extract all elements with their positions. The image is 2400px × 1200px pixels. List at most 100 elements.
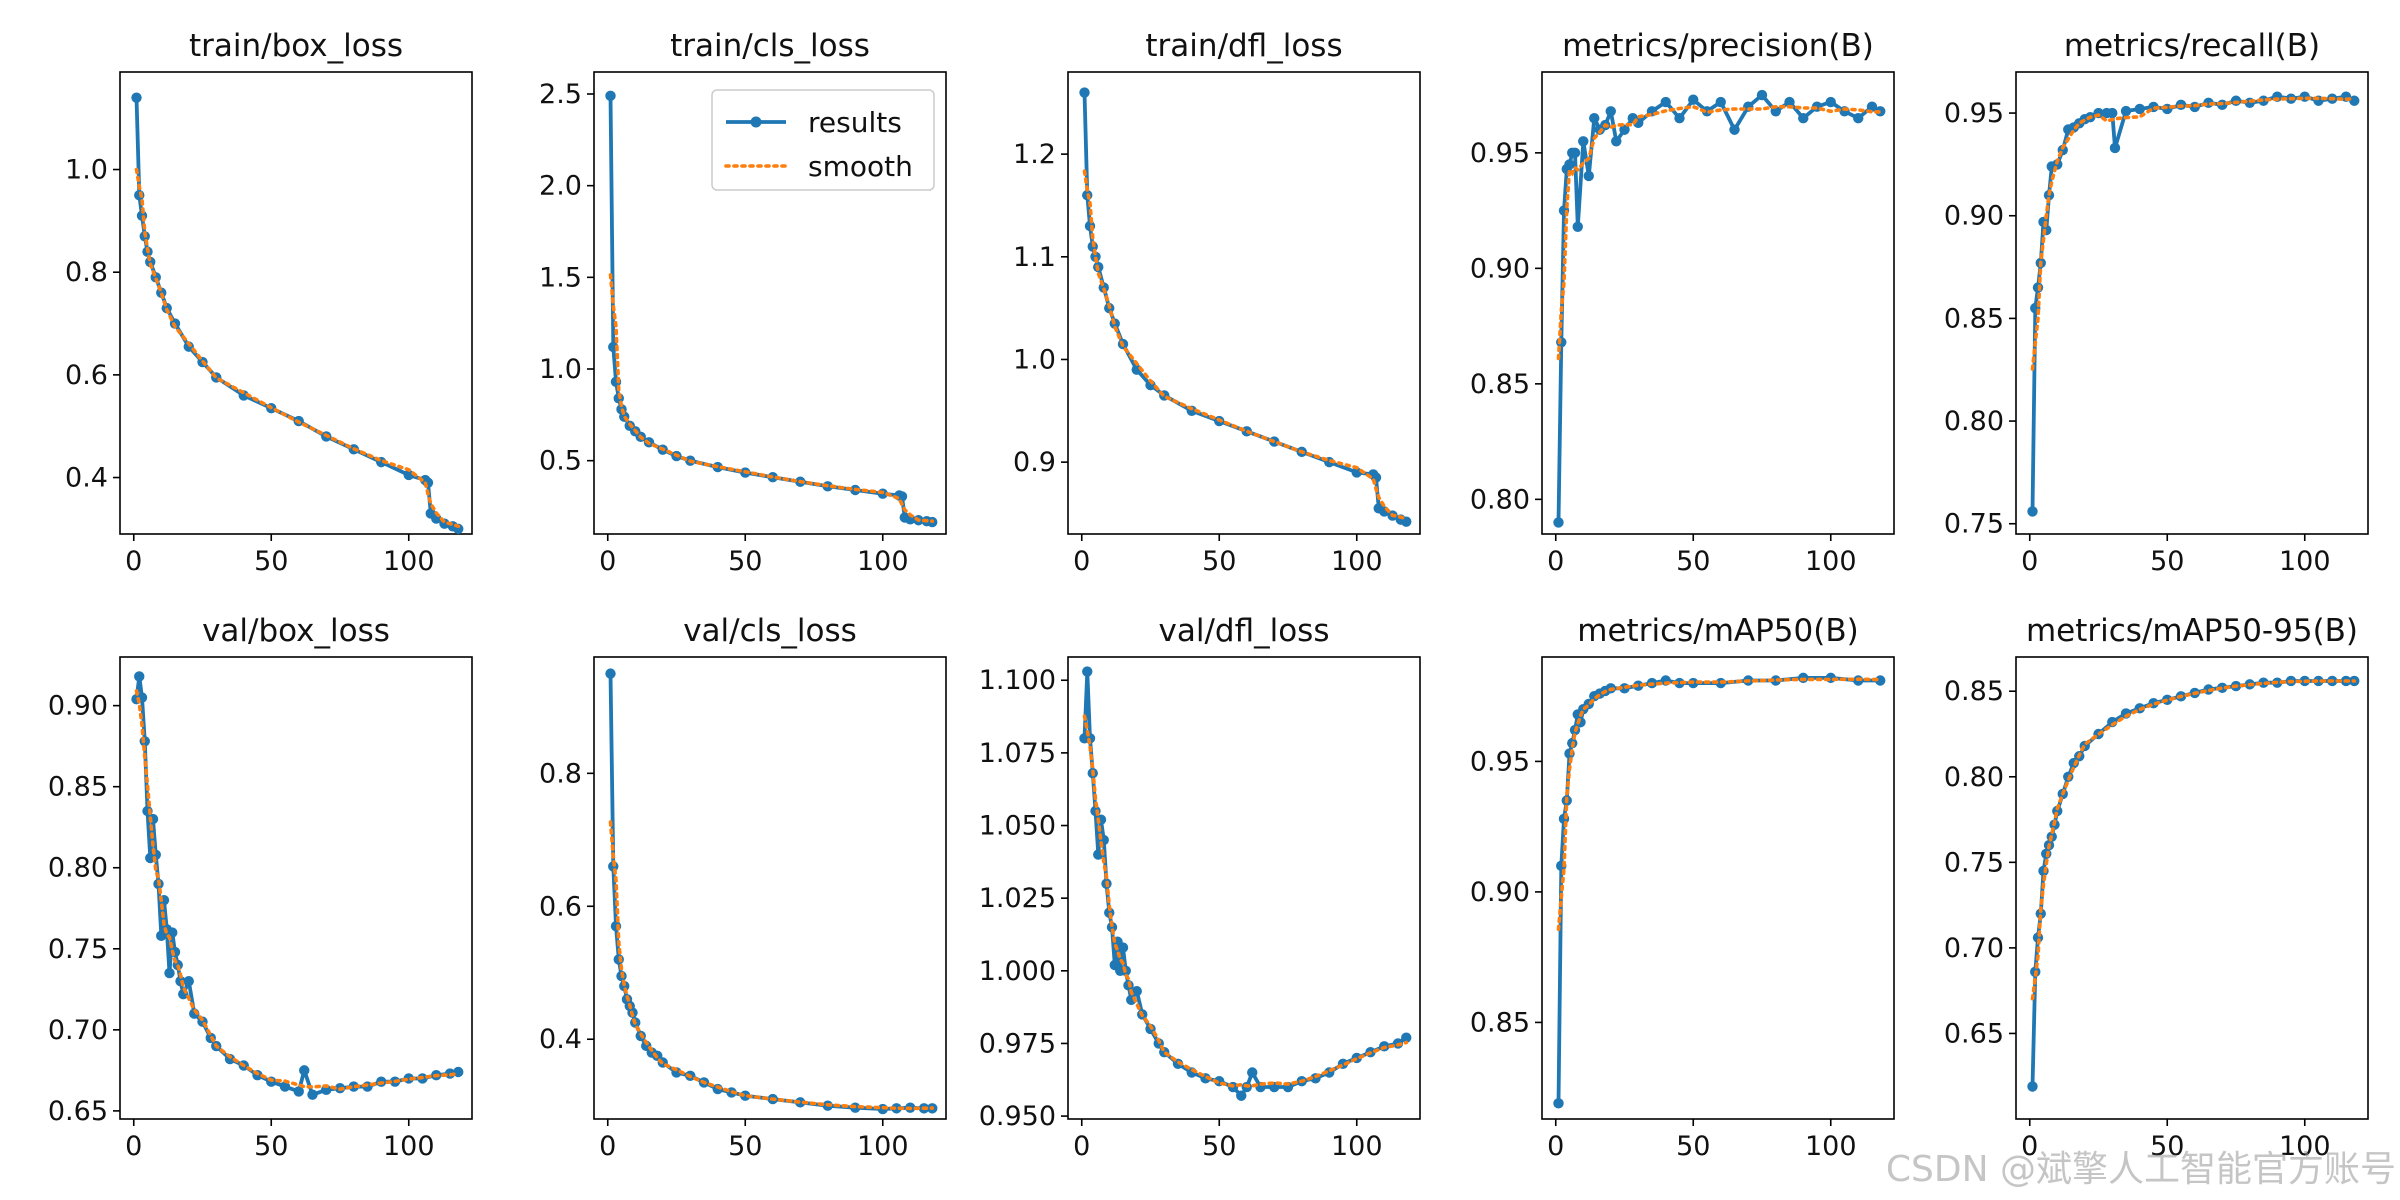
chart-title: train/box_loss xyxy=(189,28,403,64)
results-point xyxy=(2109,142,2121,154)
results-point xyxy=(348,1081,359,1092)
x-tick-label: 0 xyxy=(599,1131,616,1162)
y-tick-label: 0.8 xyxy=(539,758,582,789)
results-point xyxy=(1572,221,1583,232)
x-tick-label: 100 xyxy=(2279,1131,2331,1162)
results-point xyxy=(1082,666,1093,677)
y-tick-label: 0.5 xyxy=(539,446,582,477)
results-point xyxy=(1674,113,1685,124)
y-tick-label: 0.85 xyxy=(1944,303,2004,334)
results-point xyxy=(1770,675,1781,686)
y-tick-label: 0.70 xyxy=(48,1015,108,1046)
chart-val-box-loss: val/box_loss 0 50 100 0.65 0.70 0.75 0.80 0.85 0.… xyxy=(48,613,473,1162)
results-point xyxy=(299,1065,310,1076)
y-tick-label: 0.70 xyxy=(1944,933,2004,964)
y-tick-label: 1.0 xyxy=(65,155,108,186)
results-series-line xyxy=(1556,93,1882,523)
results-point xyxy=(1553,517,1564,528)
results-point xyxy=(1701,106,1713,117)
chart-val-cls-loss: val/cls_loss 0 50 100 0.4 0.6 0.8 xyxy=(539,613,947,1162)
y-tick-label: 1.0 xyxy=(1013,344,1056,375)
y-tick-label: 0.6 xyxy=(539,891,582,922)
results-point xyxy=(183,976,194,987)
results-series-line xyxy=(1082,669,1408,1098)
results-point xyxy=(1729,124,1740,135)
results-series-line xyxy=(2030,94,2356,512)
y-tick-label: 2.5 xyxy=(539,79,582,110)
x-tick-label: 100 xyxy=(1805,1131,1857,1162)
results-point xyxy=(1079,87,1090,98)
y-tick-label: 0.90 xyxy=(1470,877,1530,908)
results-point xyxy=(1578,136,1589,147)
axes-frame xyxy=(1541,656,1895,1120)
chart-title: val/box_loss xyxy=(202,613,390,649)
x-tick-label: 50 xyxy=(2150,1131,2184,1162)
results-point xyxy=(1351,467,1362,478)
legend-results-marker xyxy=(750,116,762,128)
legend: results smooth xyxy=(711,89,935,191)
x-tick-label: 0 xyxy=(599,546,616,577)
axes-frame xyxy=(1067,656,1421,1120)
results-point xyxy=(2134,103,2145,115)
x-tick-label: 50 xyxy=(1676,1131,1710,1162)
results-point xyxy=(1674,677,1685,689)
chart-metrics-recall-b: metrics/recall(B) 0 50 100 0.75 0.80 0.85 0.90 0… xyxy=(1944,28,2369,577)
results-point xyxy=(1825,96,1836,108)
y-tick-label: 0.4 xyxy=(539,1024,582,1055)
x-tick-label: 50 xyxy=(1676,546,1710,577)
y-tick-label: 0.95 xyxy=(1470,746,1530,777)
y-tick-label: 0.90 xyxy=(1944,201,2004,232)
chart-metrics-map50-95-b: metrics/mAP50-95(B) 0 50 100 0.65 0.70 0.75 0.8… xyxy=(1944,613,2369,1162)
results-point xyxy=(1605,106,1616,117)
results-point xyxy=(891,1103,902,1114)
results-series-line xyxy=(134,674,459,1097)
smooth-series-line xyxy=(2030,679,2357,1001)
legend-smooth-label: smooth xyxy=(808,150,913,183)
smooth-series-line xyxy=(1556,677,1883,932)
y-tick-label: 0.75 xyxy=(1944,847,2004,878)
y-tick-label: 1.100 xyxy=(979,665,1056,696)
y-tick-label: 0.75 xyxy=(48,934,108,965)
x-tick-label: 100 xyxy=(383,546,435,577)
y-tick-label: 0.85 xyxy=(1470,369,1530,400)
y-tick-label: 0.8 xyxy=(65,257,108,288)
results-point xyxy=(2313,675,2324,687)
results-point xyxy=(1569,147,1581,159)
x-tick-label: 0 xyxy=(1073,546,1090,577)
results-point xyxy=(2120,105,2132,117)
results-series-line xyxy=(1082,92,1407,524)
results-point xyxy=(279,1081,291,1092)
y-tick-label: 1.5 xyxy=(539,262,582,293)
results-point xyxy=(1688,94,1699,105)
results-point xyxy=(605,90,616,102)
x-tick-label: 0 xyxy=(1073,1131,1090,1162)
chart-train-box-loss: train/box_loss 0 50 100 0.4 0.6 0.8 1.0 xyxy=(65,28,473,577)
x-tick-label: 0 xyxy=(2021,546,2038,577)
chart-title: train/cls_loss xyxy=(670,28,870,64)
chart-title: metrics/precision(B) xyxy=(1562,28,1874,64)
results-point xyxy=(293,1086,304,1097)
results-series-line xyxy=(2030,679,2355,1087)
results-point xyxy=(1875,675,1886,686)
chart-train-cls-loss: train/cls_loss 0 50 100 0.5 1.0 1.5 2.0 2.5 resul… xyxy=(539,28,947,577)
results-series-line xyxy=(1556,676,1881,1104)
smooth-series-line xyxy=(608,273,935,524)
results-point xyxy=(1401,1032,1412,1043)
x-tick-label: 50 xyxy=(1202,1131,1236,1162)
x-tick-label: 0 xyxy=(125,1131,142,1162)
y-tick-label: 0.85 xyxy=(1470,1007,1530,1038)
axes-frame xyxy=(1541,71,1895,535)
y-tick-label: 0.6 xyxy=(65,360,108,391)
results-point xyxy=(403,469,414,481)
results-point xyxy=(1564,159,1575,170)
x-tick-label: 0 xyxy=(125,546,142,577)
y-tick-label: 0.9 xyxy=(1013,447,1056,478)
y-tick-label: 0.80 xyxy=(1944,762,2004,793)
results-point xyxy=(1619,124,1630,135)
x-tick-label: 100 xyxy=(857,546,909,577)
smooth-series-line xyxy=(134,167,461,529)
chart-title: val/dfl_loss xyxy=(1159,613,1330,649)
results-series-line xyxy=(134,97,460,531)
smooth-series-line xyxy=(608,820,935,1111)
axes-frame xyxy=(2015,71,2369,535)
